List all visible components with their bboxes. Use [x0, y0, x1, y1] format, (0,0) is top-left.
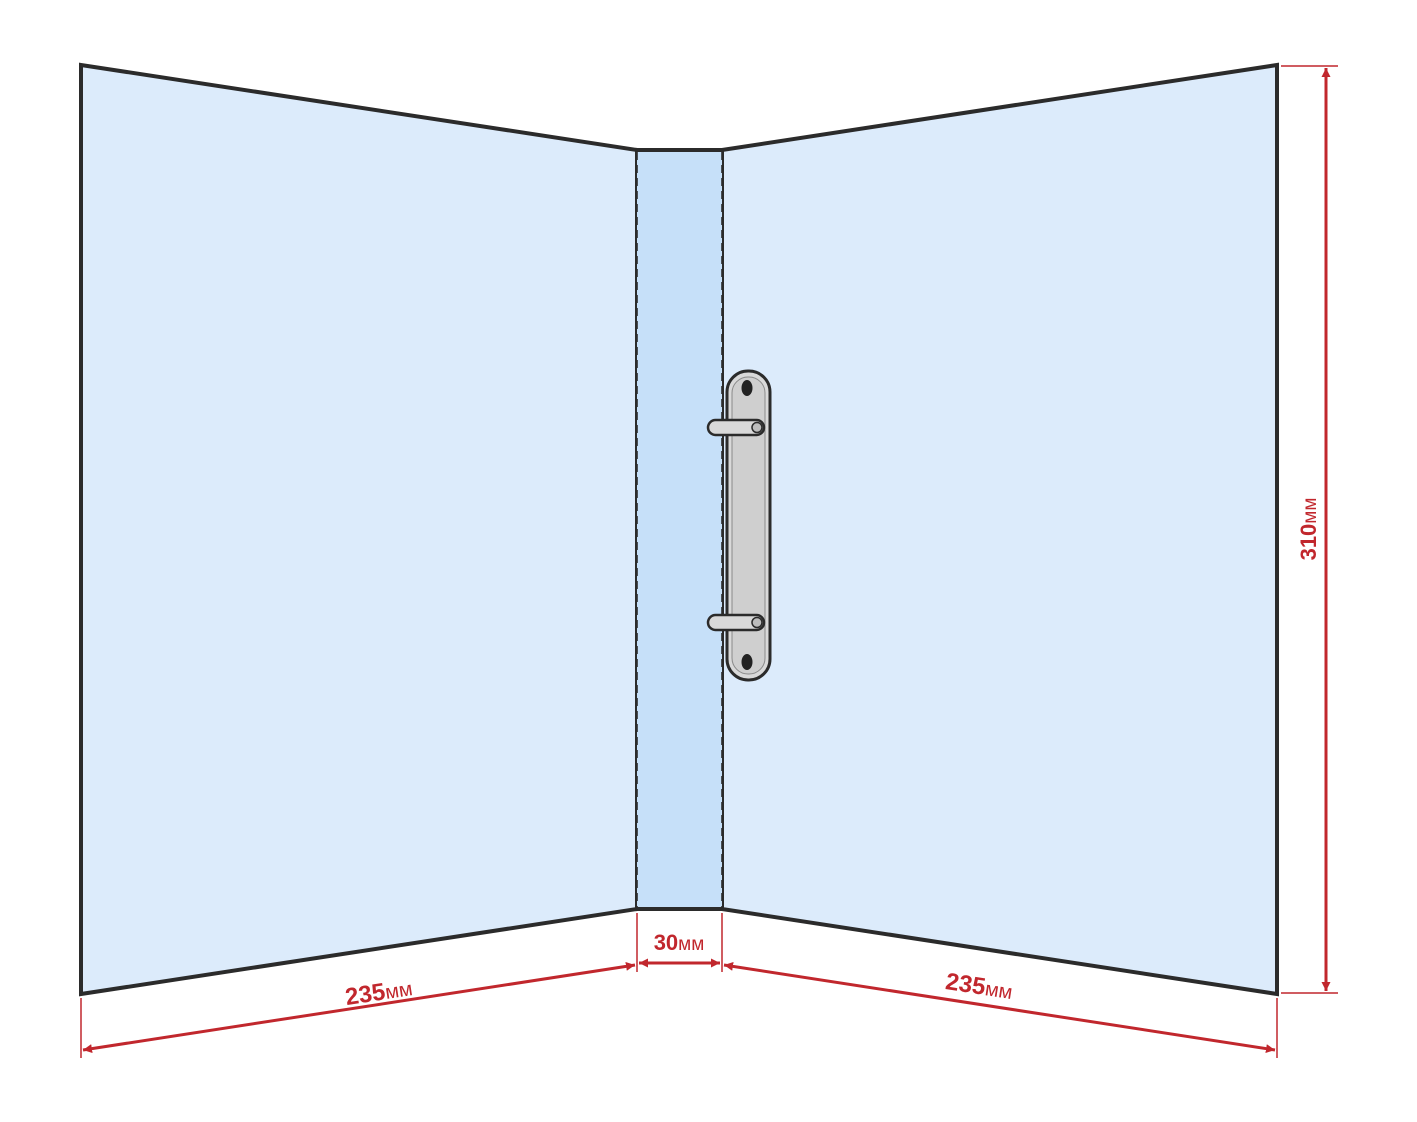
right-width-dimension: 235мм	[723, 961, 1278, 1058]
height-label: 310мм	[1296, 498, 1321, 561]
right-width-label: 235мм	[944, 968, 1015, 1005]
right-dimension-line	[723, 961, 1276, 1054]
rivet-hole-bottom	[741, 654, 753, 670]
height-unit: мм	[1300, 498, 1321, 524]
left-width-unit: мм	[384, 978, 415, 1004]
spine-width-label: 30мм	[654, 930, 705, 955]
binder-clip-mechanism	[706, 369, 772, 682]
right-width-unit: мм	[983, 978, 1014, 1004]
height-dimension: 310мм	[1281, 65, 1338, 994]
binder-prong-bottom-cap	[751, 616, 763, 629]
binder-prong-bottom	[706, 613, 766, 632]
right-width-number: 235	[944, 968, 988, 1001]
left-width-label: 235мм	[343, 974, 414, 1011]
spine-width-number: 30	[654, 930, 678, 955]
left-cover	[79, 62, 639, 997]
binder-prong-top	[706, 418, 766, 437]
binder-plate-inner	[731, 376, 766, 675]
height-number: 310	[1296, 524, 1321, 561]
left-width-number: 235	[343, 978, 387, 1011]
spine	[637, 150, 722, 909]
left-width-dimension: 235мм	[80, 961, 636, 1058]
left-dimension-line	[82, 961, 636, 1054]
spine-width-dimension: 30мм	[636, 913, 723, 972]
right-cover	[720, 62, 1279, 997]
spine-width-unit: мм	[678, 934, 704, 955]
binder-prong-top-cap	[751, 421, 763, 434]
rivet-hole-top	[741, 380, 753, 396]
